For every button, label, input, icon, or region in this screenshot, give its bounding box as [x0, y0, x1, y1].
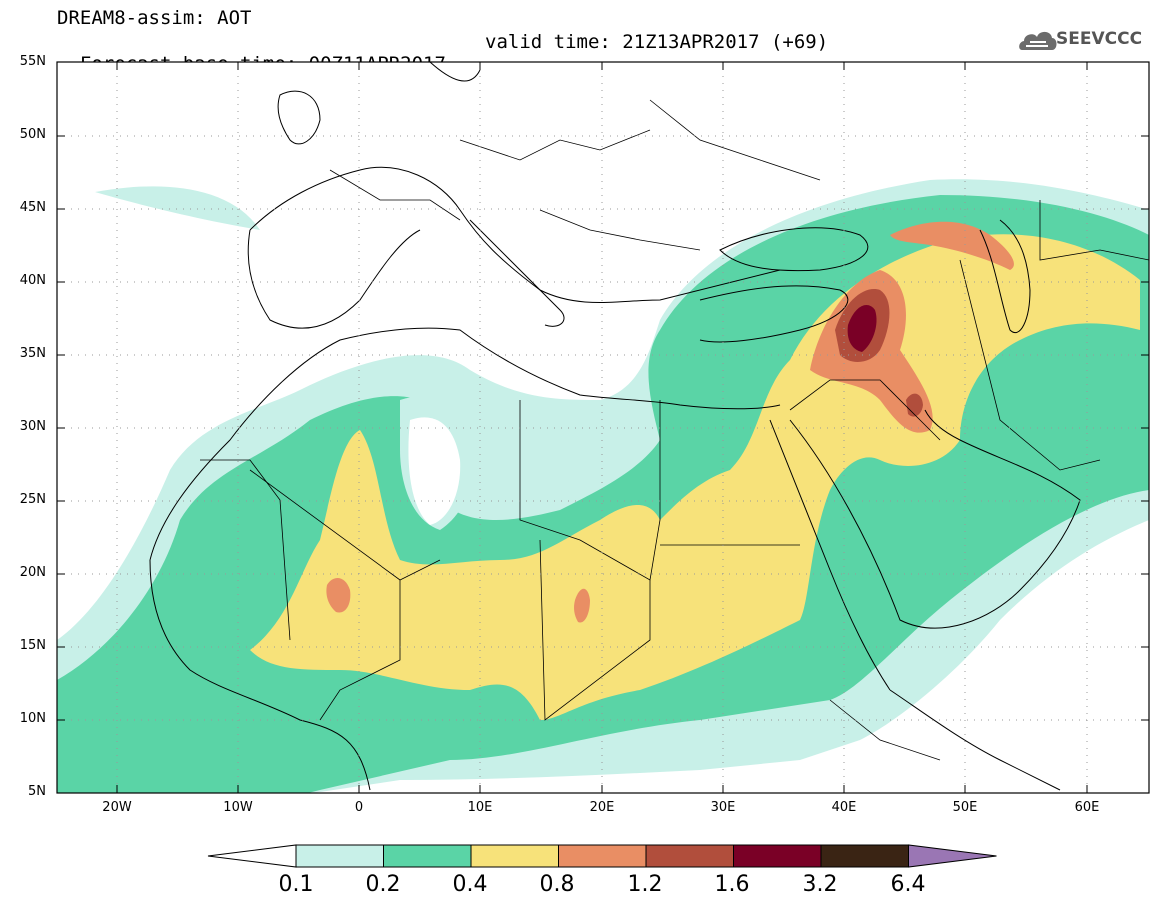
cloud-logo-icon: [1019, 31, 1057, 50]
coast-scandinavia: [429, 62, 481, 82]
legend-threshold-label: 1.6: [714, 872, 750, 897]
coast-italy: [469, 219, 565, 327]
lat-label: 10N: [19, 711, 46, 726]
lat-label: 40N: [19, 273, 46, 288]
borders: [200, 99, 1149, 761]
legend-threshold-label: 3.2: [802, 872, 838, 897]
border-horn: [829, 699, 941, 761]
lon-label: 20E: [589, 800, 615, 815]
aot-layer-0-8-mali: [326, 578, 351, 613]
coast-europe: [249, 166, 781, 303]
lon-label: 30E: [710, 800, 736, 815]
lat-label: 30N: [19, 419, 46, 434]
logo-text: SEEVCCC: [1056, 29, 1143, 49]
lon-label: 60E: [1074, 800, 1100, 815]
lon-label: 0: [354, 800, 364, 815]
lat-label: 15N: [19, 638, 46, 653]
graticule: [57, 62, 1149, 793]
border-europe-3: [539, 209, 701, 251]
aot-layer-0-1-atlantic: [95, 186, 260, 230]
border-central-asia: [1039, 200, 1149, 261]
coast-arabia: [789, 409, 1081, 629]
map-title: DREAM8-assim: AOT: [57, 7, 252, 29]
lat-label: 20N: [19, 565, 46, 580]
border-sahel: [319, 580, 401, 721]
coast-africa-north: [149, 327, 781, 561]
border-chad: [539, 539, 651, 721]
aot-layer-0-8-caucasus: [890, 221, 1014, 270]
border-middle-east: [789, 379, 941, 441]
legend-threshold-label: 0.2: [365, 872, 401, 897]
lon-label: 10E: [467, 800, 493, 815]
legend-threshold-label: 6.4: [890, 872, 926, 897]
lat-label: 5N: [28, 784, 46, 799]
lat-label: 45N: [19, 200, 46, 215]
legend-threshold-label: 0.1: [278, 872, 314, 897]
aot-layer-0-8-chad: [574, 588, 590, 623]
aot-layer-0-4: [250, 234, 1140, 721]
aot-clear-sahara-core: [408, 417, 461, 525]
legend-threshold-label: 1.2: [627, 872, 663, 897]
axis-ticks: [57, 61, 1149, 794]
border-europe-2: [459, 129, 651, 161]
coast-red-sea: [769, 419, 891, 691]
border-europe-1: [329, 169, 461, 221]
border-iran: [959, 259, 1101, 471]
lon-label: 40E: [831, 800, 857, 815]
lon-label: 50E: [952, 800, 978, 815]
border-libya: [519, 400, 661, 581]
legend-threshold-label: 0.8: [539, 872, 575, 897]
coast-africa-west: [149, 559, 371, 791]
legend-threshold-label: 0.4: [452, 872, 488, 897]
aot-clear-libya: [489, 416, 640, 474]
valid-time: valid time: 21Z13APR2017 (+69): [485, 31, 829, 53]
border-mauritania: [200, 459, 291, 641]
aot-layer-1-6: [847, 305, 877, 352]
coast-east-africa: [889, 689, 1061, 791]
coast-uk: [277, 90, 321, 145]
lon-label: 10W: [223, 800, 253, 815]
lon-label: 20W: [102, 800, 132, 815]
lat-label: 25N: [19, 492, 46, 507]
coast-black-sea: [719, 227, 869, 272]
border-east-europe: [649, 99, 821, 181]
coast-iberia: [247, 229, 421, 329]
lat-label: 50N: [19, 127, 46, 142]
lat-label: 55N: [19, 54, 46, 69]
aot-layer-1-2-iraq: [906, 393, 923, 417]
aot-fields: [57, 179, 1149, 793]
coastlines: [149, 62, 1081, 791]
coast-caspian: [979, 219, 1031, 333]
lat-label: 35N: [19, 346, 46, 361]
